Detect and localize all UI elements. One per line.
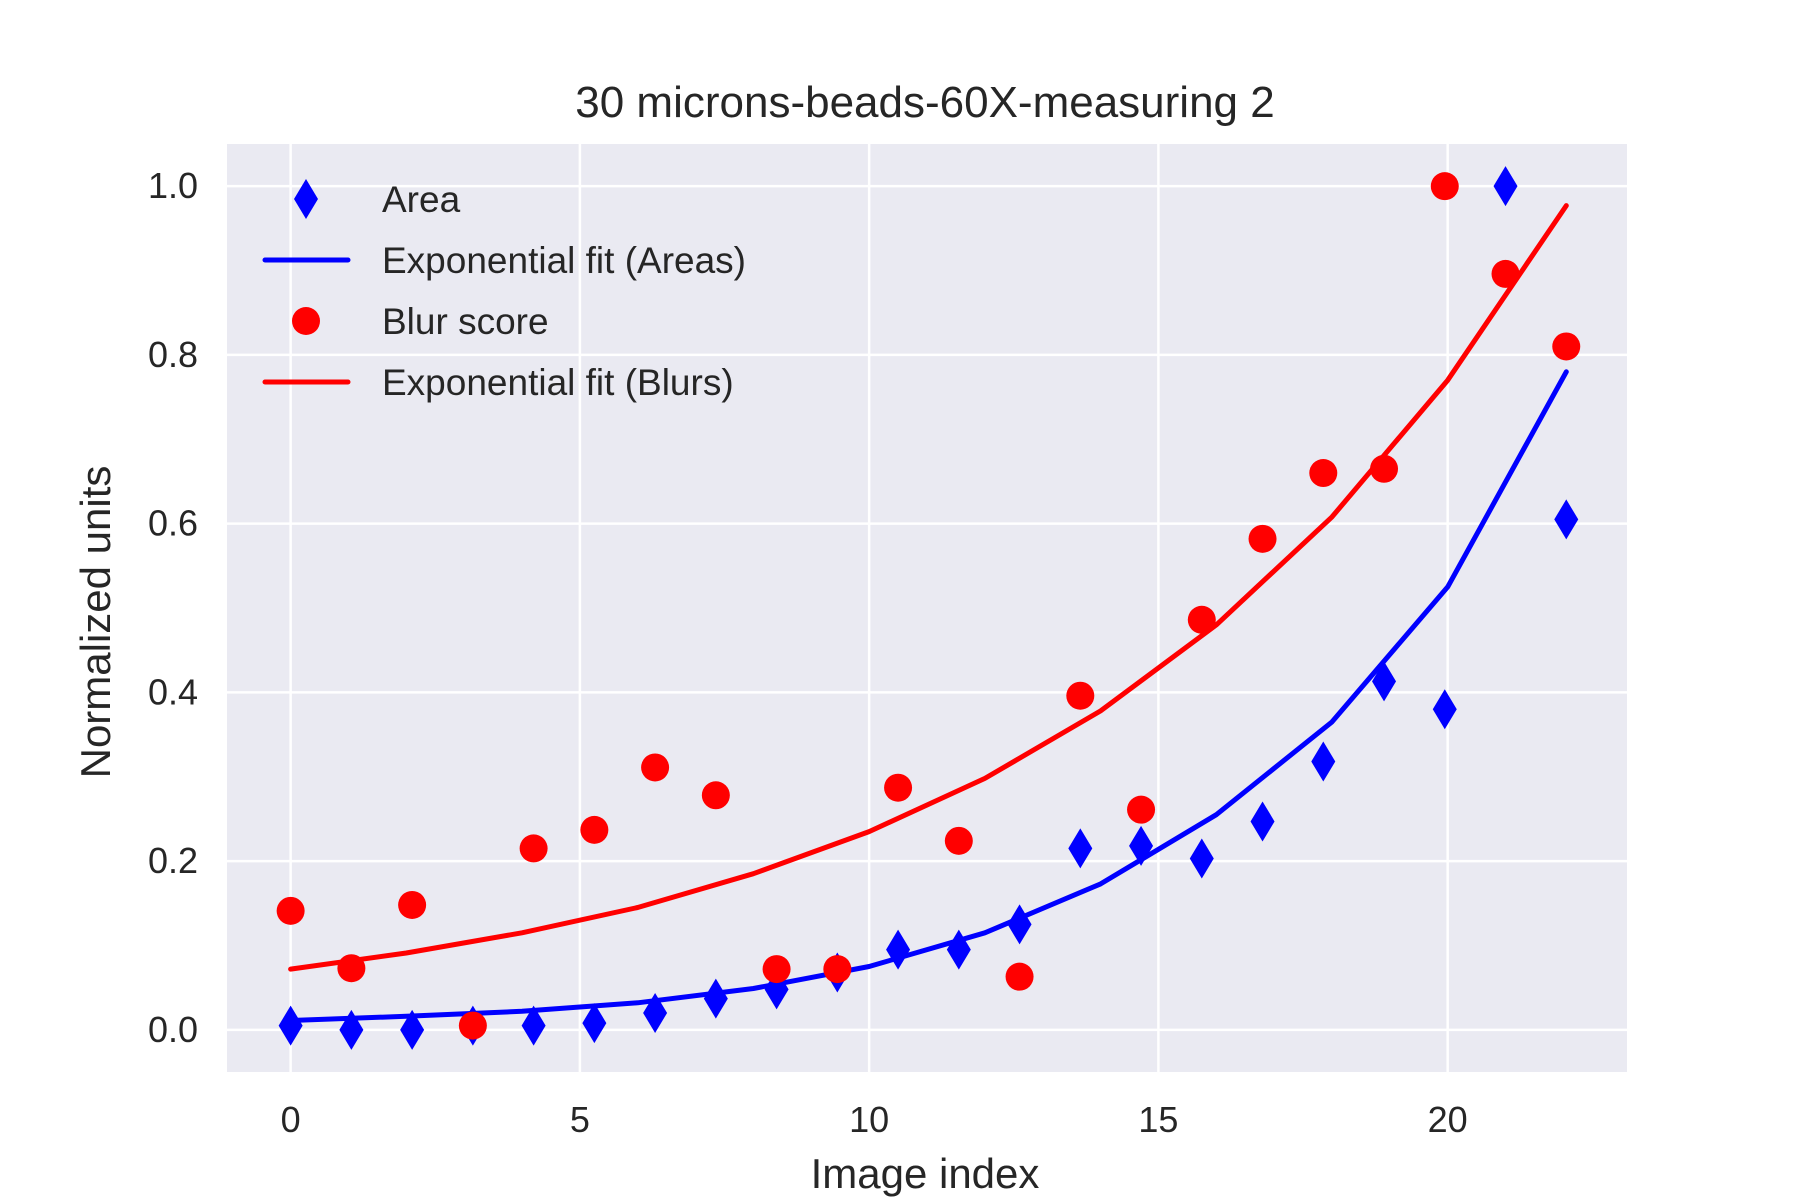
y-tick-label: 1.0 — [148, 165, 198, 206]
legend: Area Exponential fit (Areas) Blur score Exp… — [262, 179, 746, 403]
area-point — [886, 929, 911, 970]
x-tick-label: 20 — [1428, 1099, 1468, 1140]
blur-point — [762, 955, 791, 984]
chart-title: 30 microns-beads-60X-measuring 2 — [575, 78, 1274, 127]
blur-point — [1370, 454, 1399, 483]
blur-point — [1430, 172, 1459, 201]
legend-label: Exponential fit (Areas) — [382, 240, 746, 281]
x-axis-label: Image index — [811, 1150, 1040, 1197]
blur-point — [1248, 524, 1277, 553]
tick-labels: 0 5 10 15 20 0.0 0.2 0.4 0.6 0.8 1.0 — [148, 165, 1468, 1140]
area-point — [1311, 741, 1336, 782]
blur-point — [1309, 459, 1338, 488]
blur-point — [337, 954, 366, 983]
blur-point — [823, 955, 852, 984]
y-tick-label: 0.8 — [148, 334, 198, 375]
grid — [227, 144, 1627, 1072]
area-point — [1068, 828, 1093, 869]
x-tick-label: 15 — [1138, 1099, 1178, 1140]
legend-label: Exponential fit (Blurs) — [382, 362, 734, 403]
area-point — [703, 978, 728, 1019]
blur-point — [1552, 332, 1581, 361]
blur-point — [398, 890, 427, 919]
y-tick-label: 0.2 — [148, 840, 198, 881]
data-points — [276, 166, 1581, 1050]
legend-circle-swatch — [292, 307, 320, 335]
blur-point — [276, 896, 305, 925]
area-point — [1554, 499, 1579, 540]
y-tick-label: 0.4 — [148, 671, 198, 712]
area-point — [1372, 661, 1397, 702]
area-point — [1250, 801, 1275, 842]
y-axis-label: Normalized units — [72, 466, 119, 779]
area-point — [278, 1005, 303, 1046]
area-point — [582, 1003, 607, 1044]
fit-lines — [288, 203, 1569, 1023]
blur-point — [884, 773, 913, 802]
fit-line — [288, 369, 1569, 1023]
legend-diamond-swatch — [294, 179, 318, 219]
blur-point — [1491, 259, 1520, 288]
x-tick-label: 0 — [281, 1099, 301, 1140]
x-tick-label: 10 — [849, 1099, 889, 1140]
area-point — [339, 1009, 364, 1050]
legend-label: Area — [382, 179, 461, 220]
blur-point — [701, 781, 730, 810]
area-point — [1007, 904, 1032, 945]
blur-point — [580, 815, 609, 844]
blur-point — [458, 1011, 487, 1040]
blur-point — [944, 826, 973, 855]
blur-point — [519, 834, 548, 863]
blur-point — [1127, 795, 1156, 824]
area-point — [1432, 689, 1457, 730]
area-point — [946, 929, 971, 970]
blur-point — [641, 753, 670, 782]
blur-point — [1187, 605, 1216, 634]
area-point — [1493, 166, 1518, 207]
area-point — [643, 992, 668, 1033]
x-tick-label: 5 — [570, 1099, 590, 1140]
plot-area — [227, 144, 1627, 1072]
y-tick-label: 0.6 — [148, 503, 198, 544]
y-tick-label: 0.0 — [148, 1009, 198, 1050]
blur-point — [1066, 681, 1095, 710]
area-point — [1129, 825, 1154, 866]
fit-line — [288, 203, 1569, 972]
legend-label: Blur score — [382, 301, 549, 342]
area-point — [400, 1009, 425, 1050]
area-point — [521, 1005, 546, 1046]
blur-point — [1005, 962, 1034, 991]
area-point — [1189, 838, 1214, 879]
